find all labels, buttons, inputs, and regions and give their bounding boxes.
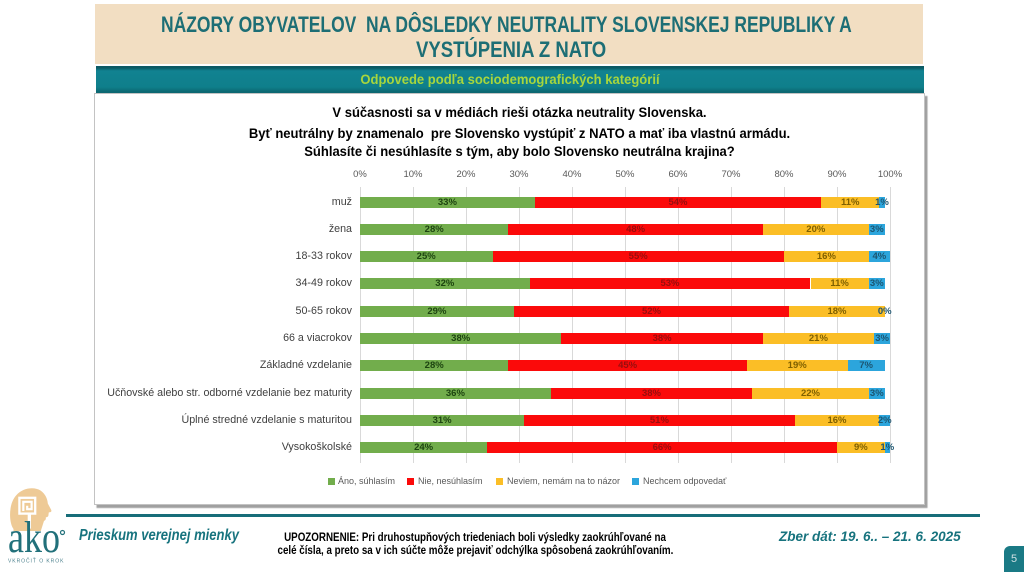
svg-text:VKROČIŤ O KROK: VKROČIŤ O KROK <box>8 557 64 565</box>
svg-text:ako: ako <box>8 513 60 562</box>
